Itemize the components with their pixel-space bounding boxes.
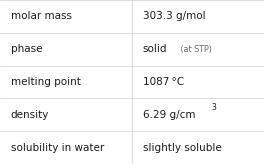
Text: 1087 °C: 1087 °C (143, 77, 184, 87)
Text: phase: phase (11, 44, 42, 54)
Text: 303.3 g/mol: 303.3 g/mol (143, 11, 205, 21)
Text: solid: solid (143, 44, 167, 54)
Text: 3: 3 (212, 103, 216, 112)
Text: 6.29 g/cm: 6.29 g/cm (143, 110, 195, 120)
Text: melting point: melting point (11, 77, 81, 87)
Text: slightly soluble: slightly soluble (143, 143, 221, 153)
Text: density: density (11, 110, 49, 120)
Text: (at STP): (at STP) (178, 45, 212, 54)
Text: molar mass: molar mass (11, 11, 72, 21)
Text: solubility in water: solubility in water (11, 143, 104, 153)
